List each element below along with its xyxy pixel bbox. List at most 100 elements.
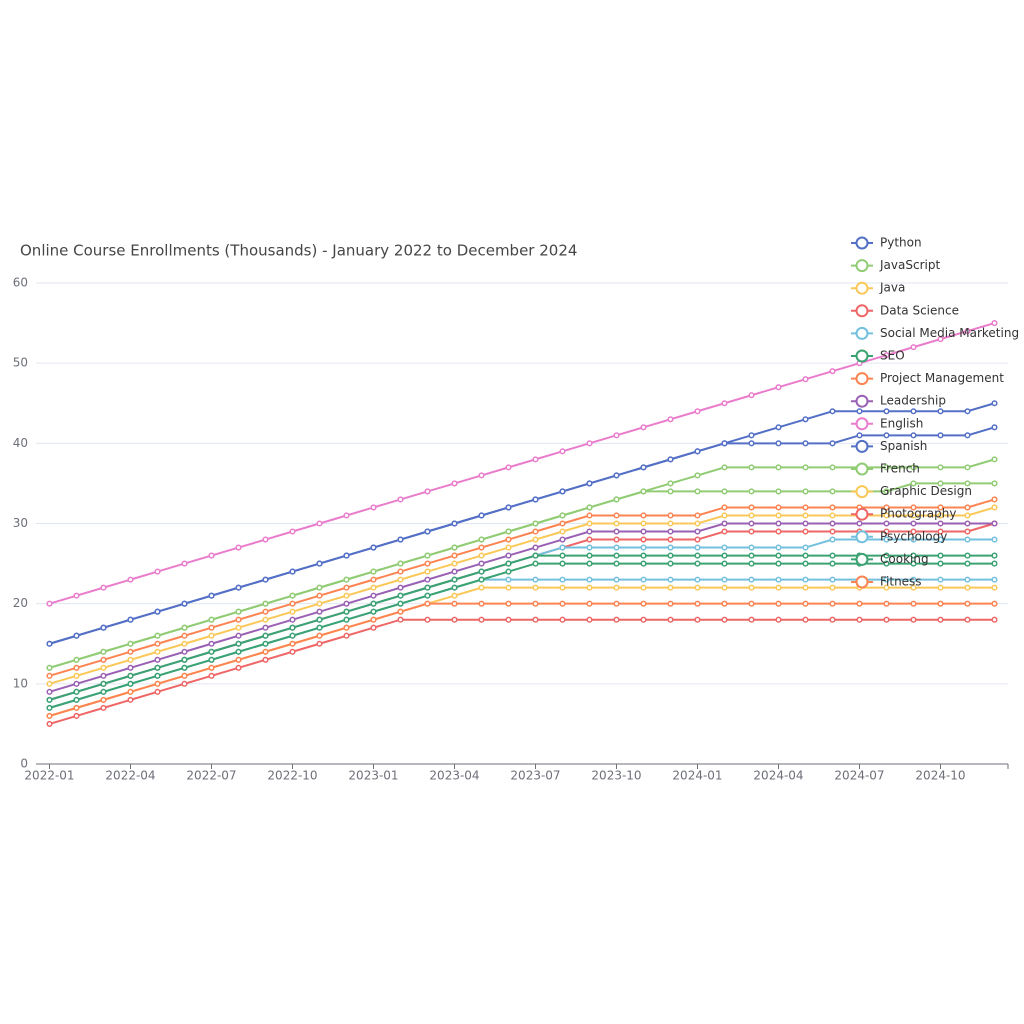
data-point <box>289 624 296 631</box>
data-point <box>721 464 728 471</box>
data-point <box>721 528 728 535</box>
data-point <box>802 416 809 423</box>
data-point <box>748 528 755 535</box>
legend-label[interactable]: Data Science <box>880 303 959 317</box>
data-point <box>181 632 188 639</box>
data-point <box>559 600 566 607</box>
data-point <box>154 568 161 575</box>
data-point <box>343 576 350 583</box>
legend-icon <box>855 236 869 250</box>
data-point <box>721 520 728 527</box>
data-point <box>316 592 323 599</box>
legend-label[interactable]: Spanish <box>880 439 927 453</box>
legend-label[interactable]: JavaScript <box>879 258 940 272</box>
legend-label[interactable]: English <box>880 416 923 430</box>
data-point <box>316 520 323 527</box>
data-point <box>775 488 782 495</box>
legend-label[interactable]: French <box>880 462 920 476</box>
data-point <box>964 520 971 527</box>
data-point <box>964 616 971 623</box>
legend-label[interactable]: Project Management <box>880 371 1004 385</box>
data-point <box>829 464 836 471</box>
x-tick-label: 2022-07 <box>186 769 236 783</box>
data-point <box>991 504 998 511</box>
legend-label[interactable]: Cooking <box>880 552 929 566</box>
data-point <box>127 696 134 703</box>
data-point <box>667 456 674 463</box>
data-point <box>748 392 755 399</box>
data-point <box>208 648 215 655</box>
data-point <box>694 584 701 591</box>
data-point <box>829 536 836 543</box>
data-point <box>397 536 404 543</box>
data-point <box>181 680 188 687</box>
legend-icon <box>855 394 869 408</box>
data-point <box>289 608 296 615</box>
legend-label[interactable]: Psychology <box>880 529 947 543</box>
data-point <box>640 464 647 471</box>
data-point <box>208 632 215 639</box>
data-point <box>775 560 782 567</box>
data-point <box>856 616 863 623</box>
data-point <box>397 584 404 591</box>
data-point <box>127 640 134 647</box>
legend-icon <box>855 575 869 589</box>
data-point <box>478 472 485 479</box>
data-point <box>613 616 620 623</box>
legend-label[interactable]: Python <box>880 236 922 250</box>
data-point <box>73 712 80 719</box>
data-point <box>748 600 755 607</box>
series-line <box>49 554 995 701</box>
data-point <box>154 608 161 615</box>
data-point <box>937 600 944 607</box>
legend-label[interactable]: SEO <box>880 349 905 363</box>
data-point <box>46 672 53 679</box>
data-point <box>343 608 350 615</box>
data-point <box>73 632 80 639</box>
legend-label[interactable]: Photography <box>880 507 956 521</box>
data-point <box>262 536 269 543</box>
data-point <box>46 688 53 695</box>
data-point <box>829 520 836 527</box>
data-point <box>586 504 593 511</box>
data-point <box>694 512 701 519</box>
data-point <box>397 592 404 599</box>
legend-label[interactable]: Social Media Marketing <box>880 326 1019 340</box>
data-point <box>640 528 647 535</box>
data-point <box>775 424 782 431</box>
data-point <box>964 576 971 583</box>
data-point <box>937 408 944 415</box>
data-point <box>829 616 836 623</box>
data-point <box>586 536 593 543</box>
chart-title: Online Course Enrollments (Thousands) - … <box>20 242 577 260</box>
data-point <box>694 528 701 535</box>
data-point <box>964 512 971 519</box>
data-point <box>478 544 485 551</box>
legend-label[interactable]: Java <box>879 281 905 295</box>
data-point <box>316 584 323 591</box>
data-point <box>829 600 836 607</box>
data-point <box>397 568 404 575</box>
legend-label[interactable]: Graphic Design <box>880 484 972 498</box>
data-point <box>694 520 701 527</box>
data-point <box>451 592 458 599</box>
data-point <box>829 528 836 535</box>
legend-label[interactable]: Fitness <box>880 575 922 589</box>
data-point <box>829 576 836 583</box>
data-point <box>802 504 809 511</box>
data-point <box>451 520 458 527</box>
data-point <box>910 552 917 559</box>
data-point <box>640 584 647 591</box>
data-point <box>451 568 458 575</box>
data-point <box>181 600 188 607</box>
data-point <box>343 616 350 623</box>
data-point <box>559 544 566 551</box>
data-point <box>829 560 836 567</box>
data-point <box>937 536 944 543</box>
data-point <box>721 504 728 511</box>
legend-label[interactable]: Leadership <box>880 394 946 408</box>
data-point <box>829 408 836 415</box>
x-tick-label: 2024-04 <box>753 769 803 783</box>
data-point <box>586 440 593 447</box>
